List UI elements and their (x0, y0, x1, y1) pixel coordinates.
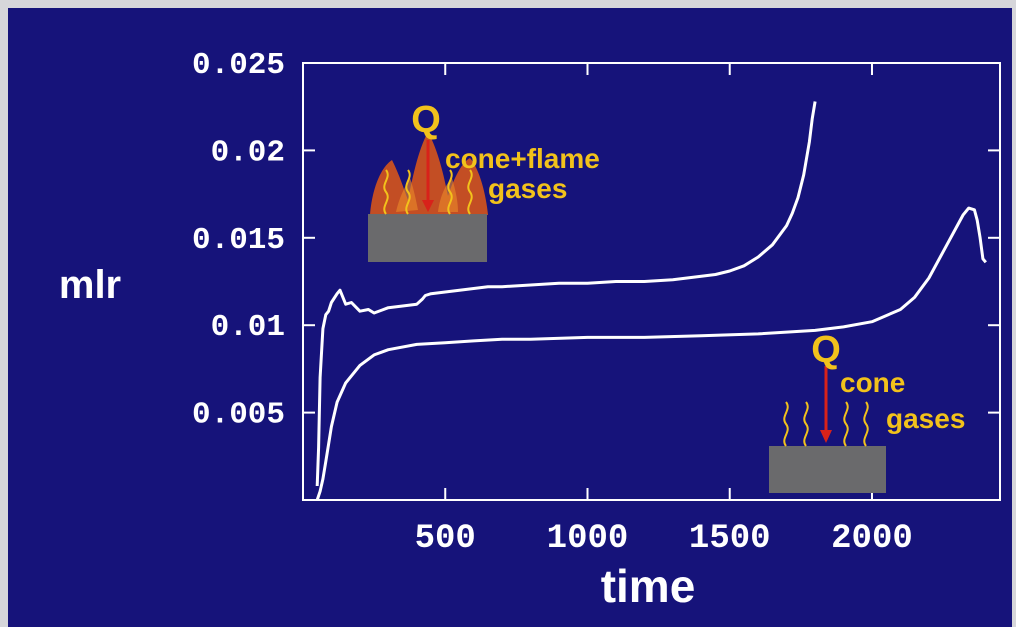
x-tick-label: 2000 (831, 520, 913, 558)
cone-q-label: Q (811, 329, 841, 371)
heat-flux-arrowhead-icon (422, 200, 434, 212)
y-tick-label: 0.025 (192, 48, 285, 83)
gas-wave-icon (843, 401, 849, 447)
x-tick-label: 1000 (547, 520, 629, 558)
y-axis-title: mlr (59, 263, 121, 307)
plot-frame (302, 62, 1001, 501)
cone-flame-inset: Q cone+flame gases (368, 99, 600, 262)
cone-inset: Q cone gases (769, 329, 965, 493)
y-tick-label: 0.02 (211, 135, 285, 170)
gas-wave-icon (467, 169, 473, 215)
axis-ticks (303, 62, 1000, 500)
sample-block (769, 446, 886, 493)
cone-label-line2: gases (886, 403, 965, 434)
slide-background (8, 8, 1012, 627)
flame-label-line2: gases (488, 173, 567, 204)
cone-label-line1: cone (840, 367, 905, 398)
x-tick-label: 500 (415, 520, 476, 558)
gas-wave-icon (447, 169, 453, 215)
x-axis-title: time (601, 560, 696, 612)
gas-wave-icon (405, 169, 411, 215)
gas-wave-icon (383, 169, 389, 215)
heat-flux-arrowhead-icon (820, 430, 832, 443)
y-tick-label: 0.015 (192, 223, 285, 258)
axis-tick-labels: 0.005 0.01 0.015 0.02 0.025 500 1000 1500 2000 (192, 48, 913, 558)
series-line-1 (315, 101, 817, 487)
y-tick-label: 0.01 (211, 310, 285, 345)
flame-q-label: Q (411, 99, 441, 141)
sample-block (368, 214, 487, 262)
flame-inner (396, 178, 458, 212)
series-line-2 (315, 206, 987, 501)
gas-wave-icon (803, 401, 809, 447)
y-tick-label: 0.005 (192, 398, 285, 433)
gas-wave-icon (863, 401, 869, 447)
gas-wave-icon (783, 401, 789, 447)
x-tick-label: 1500 (689, 520, 771, 558)
flame-label-line1: cone+flame (445, 143, 600, 174)
series-layer (315, 101, 987, 501)
